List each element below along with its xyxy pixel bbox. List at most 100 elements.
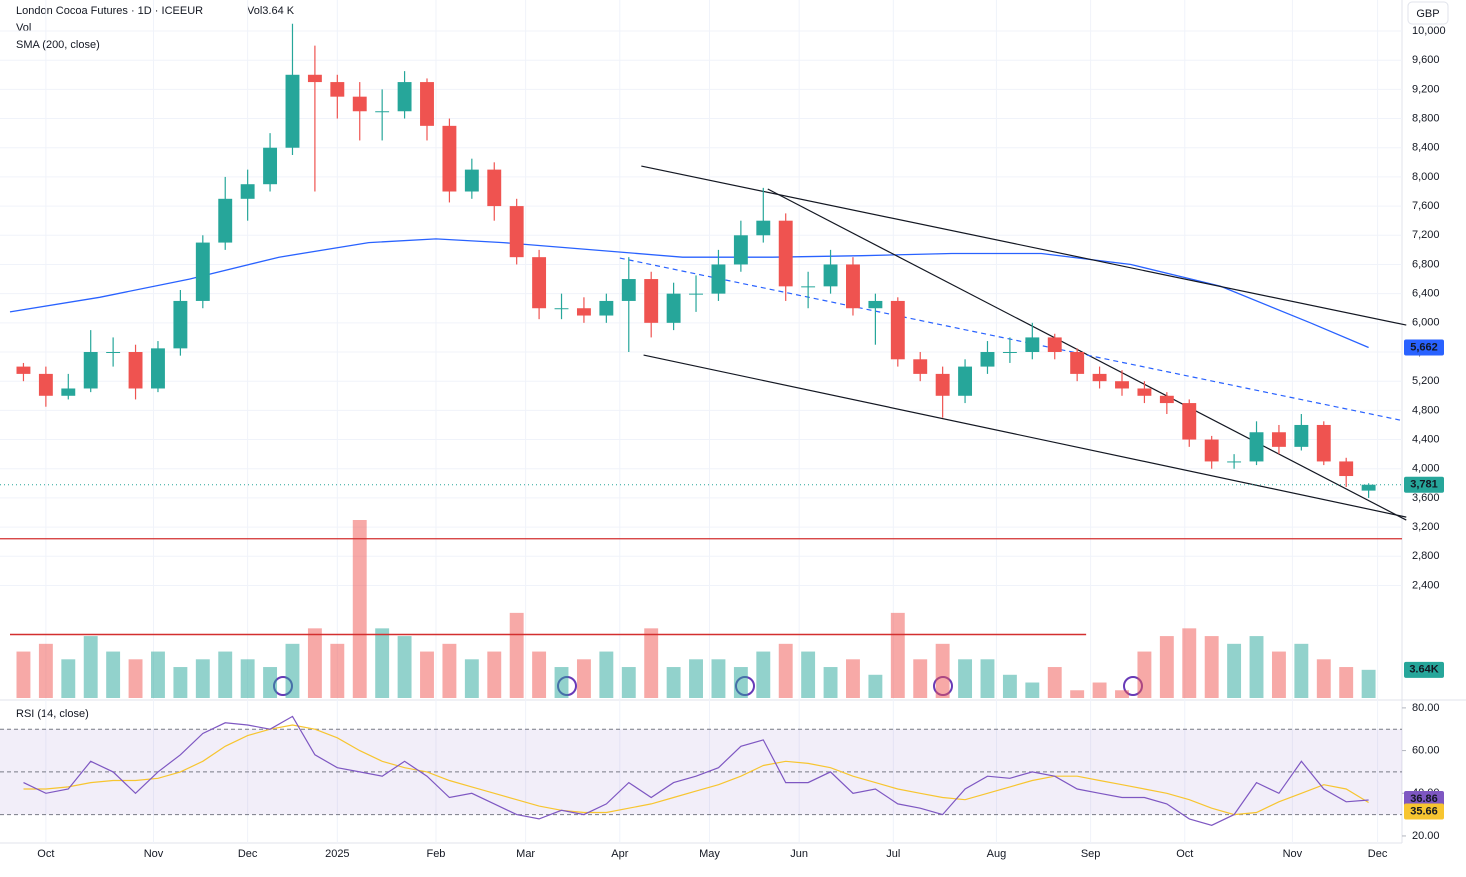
volume-bar xyxy=(61,659,76,698)
candle-body xyxy=(16,366,31,374)
price-tag-label: 5,662 xyxy=(1410,341,1438,353)
chart-title: London Cocoa Futures · 1D · ICEEUR xyxy=(16,5,203,17)
candle-body xyxy=(487,169,502,207)
volume-bar xyxy=(240,659,255,698)
volume-bar xyxy=(509,612,524,698)
volume-bar xyxy=(711,659,726,698)
candle-body xyxy=(1070,352,1085,374)
y-tick-label: 9,600 xyxy=(1412,54,1440,66)
price-tag-label: 3,781 xyxy=(1410,479,1438,491)
price-tag xyxy=(1404,661,1444,678)
candle-body xyxy=(576,308,591,316)
volume-bar xyxy=(621,667,636,698)
candle-body xyxy=(1204,439,1219,462)
candle-body xyxy=(106,352,121,354)
candle-body xyxy=(711,264,726,294)
volume-bar xyxy=(442,643,457,698)
candle-body xyxy=(173,300,188,349)
y-tick-label: 8,800 xyxy=(1412,112,1440,124)
volume-bar xyxy=(1271,651,1286,698)
x-tick-label: Nov xyxy=(144,848,164,860)
x-tick-label: Nov xyxy=(1283,848,1303,860)
y-tick-label: 6,800 xyxy=(1412,258,1440,270)
volume-bar xyxy=(1294,643,1309,698)
volume-bar xyxy=(823,667,838,698)
volume-bar xyxy=(487,651,502,698)
volume-bar xyxy=(890,612,905,698)
overlay: 2,400 2,800 3,200 3,600 4,000 4,400 4,800 5,200… xyxy=(37,25,1445,860)
y-tick-label: 4,000 xyxy=(1412,463,1440,475)
volume-bar xyxy=(128,659,143,698)
candle-body xyxy=(644,279,659,323)
candle-body xyxy=(689,293,703,295)
candle-body xyxy=(1249,432,1264,462)
volume-bar xyxy=(801,651,816,698)
volume-bar xyxy=(778,643,793,698)
price-tag xyxy=(1404,339,1444,356)
candle-body xyxy=(375,111,390,113)
candle-body xyxy=(846,264,860,309)
volume-bar xyxy=(644,628,659,698)
volume-legend: Vol xyxy=(16,22,31,34)
candle-body xyxy=(38,373,53,396)
y-tick-label: 7,600 xyxy=(1412,200,1440,212)
volume-bar xyxy=(106,651,121,698)
volume-bar xyxy=(420,651,434,698)
candle-body xyxy=(1361,484,1376,491)
y-tick-label: 6,000 xyxy=(1412,317,1440,329)
rsi-tick-label: 20.00 xyxy=(1412,830,1440,842)
y-tick-label: 4,800 xyxy=(1412,404,1440,416)
y-tick-label: 10,000 xyxy=(1412,25,1446,37)
price-tag xyxy=(1404,790,1444,807)
x-tick-label: Jul xyxy=(886,848,900,860)
y-tick-label: 8,000 xyxy=(1412,171,1440,183)
x-tick-label: Apr xyxy=(611,848,628,860)
currency-button[interactable] xyxy=(1407,1,1449,25)
volume-bar xyxy=(1137,651,1152,698)
volume-bar xyxy=(1227,643,1242,698)
candle-body xyxy=(1294,424,1309,447)
x-tick-label: Dec xyxy=(238,848,258,860)
volume-bar xyxy=(576,659,591,698)
x-tick-label: Dec xyxy=(1368,848,1388,860)
candle-body xyxy=(61,388,76,396)
candle-body xyxy=(1339,461,1354,477)
volume-bar xyxy=(756,651,771,698)
candle-body xyxy=(397,82,412,112)
trend-line xyxy=(641,165,1407,326)
candle-body xyxy=(1002,352,1017,354)
y-tick-label: 6,400 xyxy=(1412,288,1440,300)
candle-body xyxy=(733,235,748,265)
price-tag-label: 3.64K xyxy=(1409,664,1438,676)
volume-bar xyxy=(1316,659,1331,698)
volume-bar xyxy=(958,659,973,698)
price-tag-label: 35.66 xyxy=(1410,805,1438,817)
candle-body xyxy=(352,96,367,112)
volume-bar xyxy=(1361,669,1376,698)
volume-bar xyxy=(307,628,322,698)
volume-bar xyxy=(689,659,703,698)
candle-body xyxy=(599,300,614,316)
volume-bar xyxy=(1047,667,1062,698)
x-tick-label: Sep xyxy=(1081,848,1101,860)
candle-body xyxy=(958,366,973,396)
x-tick-label: 2025 xyxy=(325,848,349,860)
candle-body xyxy=(1159,395,1174,404)
candle-body xyxy=(1025,337,1040,353)
candle-body xyxy=(1115,381,1129,389)
candle-body xyxy=(195,242,210,301)
volume-bar xyxy=(173,667,188,698)
y-tick-label: 7,200 xyxy=(1412,229,1440,241)
volume-bar xyxy=(868,674,883,698)
volume-bar xyxy=(1159,636,1174,698)
candle-body xyxy=(263,147,278,185)
volume-bar xyxy=(263,667,278,698)
candle-body xyxy=(83,352,98,389)
volume-bar xyxy=(532,651,547,698)
candle-body xyxy=(935,373,950,396)
volume-bar xyxy=(285,643,300,698)
sma-legend: SMA (200, close) xyxy=(16,39,100,51)
candle-body xyxy=(1047,337,1062,353)
